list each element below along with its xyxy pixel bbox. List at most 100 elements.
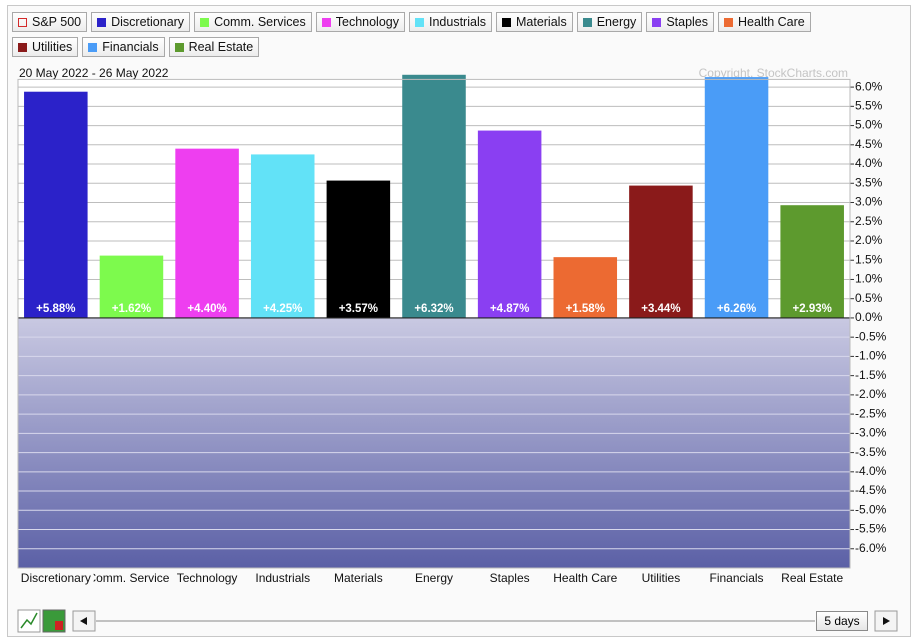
legend-label: Materials: [515, 15, 567, 29]
legend-swatch: [18, 17, 27, 27]
period-button[interactable]: 5 days: [816, 611, 868, 631]
legend-swatch: [88, 42, 98, 52]
value-label: +4.25%: [263, 303, 302, 315]
copyright: Copyright, StockCharts.com: [699, 66, 848, 80]
legend-item[interactable]: Utilities: [12, 37, 79, 57]
y-tick-label: 4.5%: [855, 137, 883, 151]
y-tick-label: 2.5%: [855, 214, 883, 228]
legend-swatch: [321, 17, 331, 27]
legend-item[interactable]: Comm. Services: [194, 12, 312, 32]
y-tick-label: 3.5%: [855, 175, 883, 189]
legend: S&P 500 Discretionary Comm. Services Techno…: [12, 12, 842, 57]
y-tick-label: -5.0%: [855, 502, 887, 516]
y-tick-label: 2.0%: [855, 233, 883, 247]
y-tick-label: -1.5%: [855, 368, 887, 382]
y-tick-label: -4.0%: [855, 464, 887, 478]
bar: [24, 91, 88, 318]
legend-swatch: [200, 17, 210, 27]
legend-swatch: [501, 17, 511, 27]
y-tick-label: 1.5%: [855, 252, 883, 266]
value-label: +5.88%: [36, 303, 75, 315]
value-label: +4.87%: [490, 303, 529, 315]
legend-swatch: [174, 42, 184, 52]
y-tick-label: 4.0%: [855, 156, 883, 170]
legend-item[interactable]: Energy: [576, 12, 643, 32]
y-tick-label: 1.0%: [855, 272, 883, 286]
x-tick-label: Energy: [415, 571, 453, 585]
legend-label: Staples: [666, 15, 709, 29]
bar: [326, 180, 391, 318]
legend-item[interactable]: S&P 500: [12, 12, 88, 32]
value-label: +3.44%: [641, 303, 680, 315]
bar: [553, 257, 618, 318]
y-tick-label: -6.0%: [855, 541, 887, 555]
y-tick-label: -2.0%: [855, 387, 887, 401]
chart-icon-line: [20, 612, 38, 629]
plot-border: [17, 78, 851, 569]
legend-label: Discretionary: [111, 15, 185, 29]
y-tick-label: -2.5%: [855, 406, 887, 420]
bar: [402, 74, 466, 318]
legend-swatch: [652, 17, 662, 27]
bottom-controls: [17, 609, 898, 633]
value-label: +1.62%: [112, 303, 151, 315]
negative-area: [18, 317, 850, 568]
bar: [629, 185, 693, 318]
x-tick-label: Financials: [710, 571, 764, 585]
legend-item[interactable]: Materials: [495, 12, 573, 32]
plot: 6.0% 5.5% 5.0% 4.5% 4.0% 3.5% 3.0% 2.5% 2.0% 1.5%…: [17, 74, 887, 585]
x-tick-label: Utilities: [642, 571, 681, 585]
bar: [477, 130, 542, 318]
legend-item[interactable]: Discretionary: [91, 12, 191, 32]
bar: [99, 255, 164, 318]
legend-swatch: [724, 17, 734, 27]
legend-item[interactable]: Health Care: [718, 12, 811, 32]
right-arrow-glyph: [883, 617, 890, 625]
y-tick-label: -3.0%: [855, 426, 887, 440]
legend-label: Financials: [102, 40, 159, 54]
y-tick-label: -5.5%: [855, 522, 887, 536]
legend-swatch: [97, 17, 107, 27]
legend-label: Industrials: [429, 15, 486, 29]
legend-label: Technology: [335, 15, 399, 29]
y-tick-label: -3.5%: [855, 445, 887, 459]
y-tick-label: 5.0%: [855, 118, 883, 132]
legend-label: Energy: [596, 15, 637, 29]
value-label: +2.93%: [793, 303, 832, 315]
y-tick-label: -1.0%: [855, 349, 887, 363]
date-range: 20 May 2022 - 26 May 2022: [19, 66, 169, 80]
legend-item[interactable]: Financials: [82, 37, 165, 57]
x-tick-label: Discretionary: [21, 571, 91, 585]
y-tick-label: 0.0%: [855, 310, 883, 324]
x-tick-label: Materials: [334, 571, 383, 585]
x-tick-label: Health Care: [553, 571, 617, 585]
legend-item[interactable]: Staples: [646, 12, 715, 32]
y-tick-label: 5.5%: [855, 99, 883, 113]
x-tick-label: Technology: [177, 571, 238, 585]
y-tick-label: -4.5%: [855, 483, 887, 497]
value-label: +6.26%: [717, 303, 756, 315]
x-tick-label: Comm. Services: [87, 571, 175, 585]
bar: [704, 77, 769, 318]
value-label: +3.57%: [339, 303, 378, 315]
legend-label: Real Estate: [188, 40, 254, 54]
legend-item[interactable]: Industrials: [409, 12, 492, 32]
legend-label: Comm. Services: [214, 15, 306, 29]
value-label: +6.32%: [414, 303, 453, 315]
legend-label: Utilities: [32, 40, 73, 54]
value-label: +4.40%: [187, 303, 226, 315]
legend-swatch: [415, 17, 424, 27]
x-tick-label: Real Estate: [781, 571, 843, 585]
legend-swatch: [18, 42, 27, 52]
bar-icon-part: [55, 621, 63, 630]
x-tick-label: Staples: [490, 571, 530, 585]
y-tick-label: -0.5%: [855, 329, 887, 343]
bar: [780, 205, 844, 318]
legend-item[interactable]: Technology: [315, 12, 405, 32]
value-label: +1.58%: [566, 303, 605, 315]
legend-label: S&P 500: [32, 15, 82, 29]
legend-item[interactable]: Real Estate: [168, 37, 260, 57]
left-arrow-glyph: [80, 617, 87, 625]
